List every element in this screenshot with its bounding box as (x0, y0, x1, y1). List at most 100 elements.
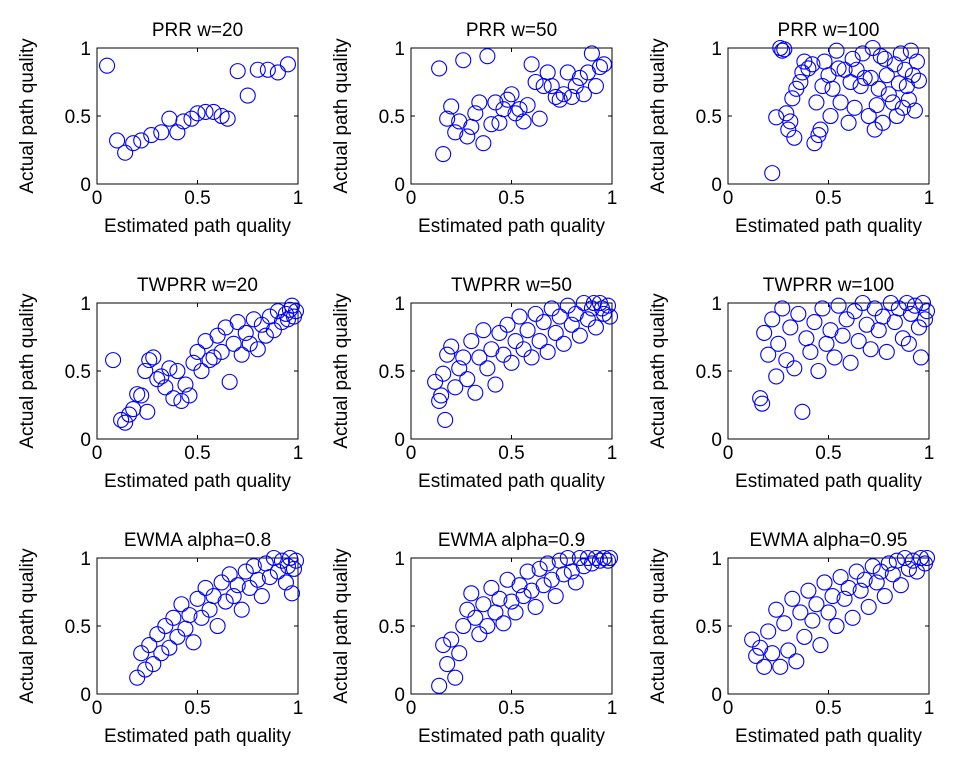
data-point (912, 349, 930, 366)
data-point (205, 103, 222, 120)
data-point (121, 406, 138, 423)
data-point (531, 333, 548, 350)
data-point (848, 563, 865, 580)
data-point (523, 349, 540, 366)
data-point (822, 107, 839, 125)
data-point (788, 653, 805, 670)
x-axis-label: Estimated path quality (418, 216, 605, 237)
chart-title: EWMA alpha=0.8 (124, 530, 271, 551)
data-point (543, 78, 560, 95)
x-tick-label: 0.5 (498, 698, 524, 719)
data-point (778, 352, 795, 369)
data-point (595, 549, 613, 567)
data-point (886, 56, 903, 73)
data-point (764, 645, 781, 662)
data-point (125, 135, 142, 152)
data-point (467, 384, 484, 401)
data-point (563, 88, 580, 106)
data-point (910, 319, 928, 336)
data-point (145, 349, 162, 366)
data-point (99, 57, 116, 74)
data-point (918, 549, 936, 567)
data-point (844, 609, 861, 626)
axes-box (410, 302, 613, 440)
axes-box (96, 557, 299, 695)
y-axis-label: Actual path quality (331, 293, 352, 449)
data-point (808, 596, 825, 613)
y-tick-label: 1 (394, 39, 405, 60)
data-point (812, 636, 829, 654)
scatter-points (129, 549, 305, 686)
data-point (435, 146, 452, 163)
y-tick-label: 0.5 (379, 362, 405, 383)
data-point (896, 549, 913, 567)
data-point (868, 97, 885, 114)
data-point (189, 105, 206, 122)
data-point (824, 588, 841, 605)
data-point (161, 639, 178, 656)
data-point (585, 294, 602, 312)
data-point (133, 645, 150, 662)
data-point (487, 94, 504, 111)
data-point (896, 61, 913, 78)
data-point (764, 311, 781, 328)
data-point (784, 590, 801, 607)
data-point (870, 80, 887, 97)
y-tick-label: 0 (711, 175, 722, 196)
data-point (511, 101, 528, 118)
x-tick-label: 0.5 (498, 188, 524, 209)
data-point (916, 311, 934, 328)
data-point (175, 113, 192, 130)
data-point (279, 56, 297, 73)
data-point (479, 360, 496, 377)
data-point (806, 135, 823, 152)
y-tick-label: 0 (394, 175, 405, 196)
data-point (786, 129, 803, 146)
x-tick-label: 0 (406, 698, 417, 719)
data-point (804, 612, 821, 629)
y-tick-label: 1 (711, 294, 722, 315)
data-point (908, 53, 925, 70)
data-point (471, 349, 488, 366)
data-point (786, 360, 803, 377)
data-point (511, 308, 528, 325)
data-point (459, 371, 476, 388)
data-point (495, 615, 512, 632)
data-point (587, 78, 604, 95)
data-point (539, 555, 556, 572)
data-point (579, 549, 596, 567)
chart-title: TWPRR w=20 (137, 275, 258, 296)
data-point (221, 566, 238, 583)
data-point (507, 105, 524, 122)
y-tick-label: 0 (394, 430, 405, 451)
data-point (471, 94, 488, 111)
data-point (850, 333, 867, 350)
data-point (840, 114, 857, 131)
data-point (431, 60, 448, 77)
data-point (515, 113, 532, 130)
data-point (535, 313, 552, 331)
scatter-points (427, 294, 619, 429)
data-point (852, 582, 869, 599)
data-point (225, 335, 242, 352)
data-point (774, 42, 791, 59)
x-axis-label: Estimated path quality (735, 471, 922, 492)
data-point (113, 411, 130, 429)
data-point (459, 128, 476, 145)
data-point (177, 376, 194, 393)
data-point (844, 50, 861, 67)
x-tick-label: 0.5 (815, 698, 841, 719)
data-point (185, 634, 202, 651)
data-point (495, 101, 512, 118)
data-point (587, 319, 604, 336)
x-tick-label: 1 (293, 698, 304, 719)
data-point (906, 102, 923, 119)
y-axis-label: Actual path quality (331, 38, 352, 194)
data-point (830, 297, 847, 314)
data-point (756, 658, 773, 675)
y-tick-label: 0 (711, 685, 722, 706)
data-point (157, 617, 174, 635)
